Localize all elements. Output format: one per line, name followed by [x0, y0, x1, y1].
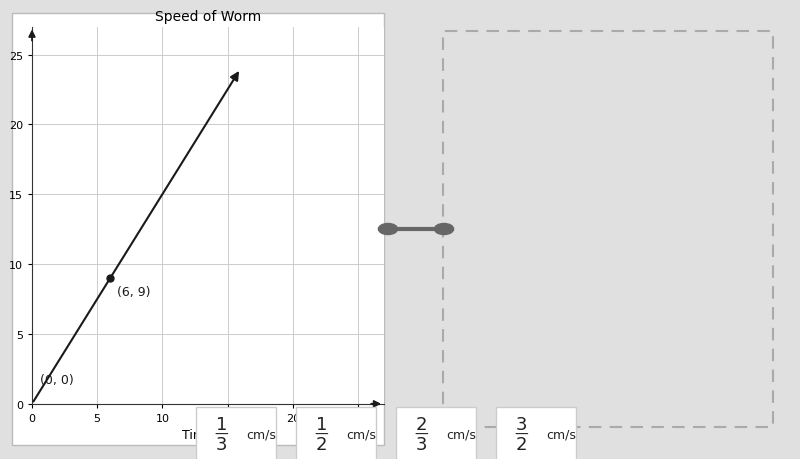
Text: 1: 1 — [316, 414, 327, 433]
Text: cm/s: cm/s — [446, 427, 476, 440]
Y-axis label: Distance (cm): Distance (cm) — [0, 172, 3, 259]
Title: Speed of Worm: Speed of Worm — [155, 10, 261, 23]
Text: 2: 2 — [316, 435, 327, 453]
Text: —: — — [414, 427, 429, 441]
Text: —: — — [214, 427, 229, 441]
Text: 3: 3 — [216, 435, 227, 453]
Text: (0, 0): (0, 0) — [40, 373, 74, 386]
Text: cm/s: cm/s — [346, 427, 376, 440]
Text: cm/s: cm/s — [246, 427, 276, 440]
Text: 2: 2 — [516, 435, 527, 453]
Text: 3: 3 — [516, 414, 527, 433]
Text: (6, 9): (6, 9) — [117, 285, 150, 298]
Text: —: — — [514, 427, 529, 441]
Text: 2: 2 — [416, 414, 427, 433]
X-axis label: Time (s): Time (s) — [182, 428, 234, 442]
Text: 3: 3 — [416, 435, 427, 453]
Text: cm/s: cm/s — [546, 427, 576, 440]
Text: —: — — [314, 427, 329, 441]
Text: 1: 1 — [216, 414, 227, 433]
